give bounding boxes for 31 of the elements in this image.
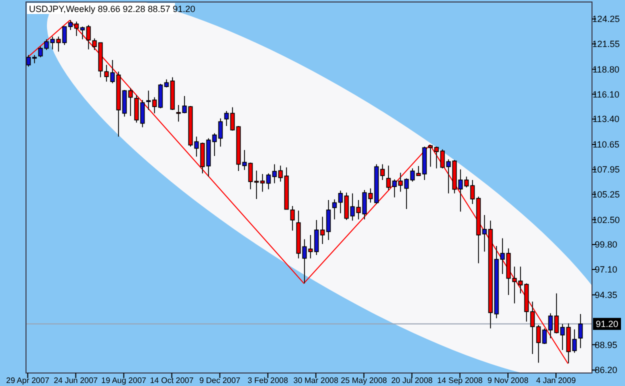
y-tick-label: 97.10 — [594, 264, 618, 275]
x-tick-label: 20 Jul 2008 — [391, 376, 434, 385]
x-tick-label: 14 Sep 2008 — [437, 376, 484, 385]
x-tick-label: 9 Dec 2007 — [199, 376, 241, 385]
x-tick-label: 14 Oct 2007 — [150, 376, 194, 385]
x-tick-label: 25 May 2008 — [340, 376, 388, 385]
x-tick-label: 9 Nov 2008 — [487, 376, 529, 385]
candlestick — [578, 313, 583, 349]
y-tick-label: 121.55 — [592, 39, 620, 50]
ref-line-label: 91.20 — [596, 319, 618, 330]
y-tick-label: 94.35 — [594, 290, 618, 300]
y-tick-label: 99.80 — [594, 240, 618, 250]
y-tick-label: 102.50 — [592, 214, 620, 225]
y-tick-label: 86.20 — [594, 365, 618, 376]
x-tick-label: 19 Aug 2007 — [101, 376, 147, 385]
candlestick — [290, 206, 295, 232]
x-tick-label: 24 Jun 2007 — [54, 376, 98, 385]
y-tick-label: 107.95 — [592, 164, 620, 175]
y-tick-label: 88.95 — [594, 340, 618, 350]
x-tick-label: 3 Feb 2008 — [248, 376, 289, 385]
x-tick-label: 29 Apr 2007 — [6, 376, 50, 385]
x-tick-label: 30 Mar 2008 — [293, 376, 339, 385]
x-tick-label: 4 Jan 2009 — [536, 376, 576, 385]
y-tick-label: 105.25 — [592, 189, 620, 200]
y-tick-label: 113.40 — [592, 114, 620, 124]
y-tick-label: 110.65 — [592, 140, 620, 150]
y-tick-label: 118.80 — [592, 64, 620, 74]
y-tick-label: 124.25 — [592, 14, 620, 24]
y-tick-label: 116.10 — [592, 89, 620, 100]
chart-title: USDJPY,Weekly 89.66 92.28 88.57 91.20 — [29, 4, 196, 14]
candlestick — [332, 198, 337, 220]
